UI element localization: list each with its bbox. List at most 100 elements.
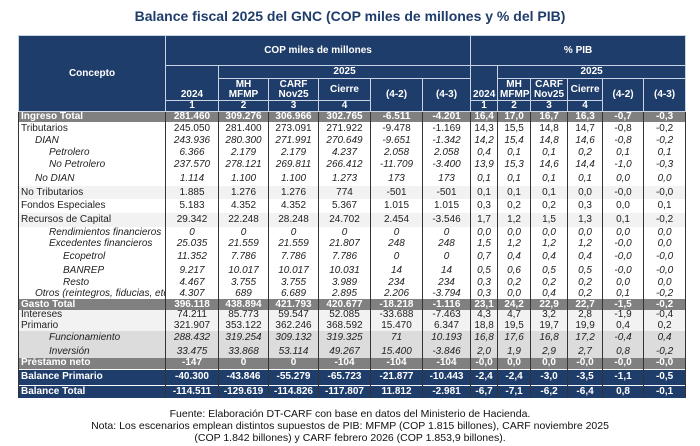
cell-value: 11.352 — [165, 250, 219, 264]
cell-value: 266.412 — [318, 158, 371, 172]
cell-value: 248 — [421, 238, 472, 250]
cell-value: 0,2 — [567, 288, 604, 299]
cell-value: 0 — [421, 227, 472, 238]
cell-value: 0,0 — [497, 227, 532, 238]
cell-value: 278.121 — [218, 158, 269, 172]
cell-value: 0,1 — [497, 186, 532, 199]
cell-value: 14,6 — [530, 158, 569, 172]
cell-value: 0,0 — [470, 227, 499, 238]
table-header: Concepto COP miles de millones % PIB 202… — [18, 35, 687, 112]
cell-value: 16,8 — [470, 331, 499, 345]
cell-value: 17,6 — [497, 331, 532, 345]
header-4-3: (4-3) — [421, 78, 472, 112]
cell-value: 28.248 — [268, 213, 319, 227]
cell-value: 420.677 — [318, 299, 371, 310]
cell-value: -0,0 — [643, 186, 687, 199]
cell-value: -3,5 — [567, 368, 604, 385]
cell-value: 0,2 — [497, 277, 532, 288]
cell-value: 16,3 — [567, 111, 604, 122]
cell-value: 774 — [318, 186, 371, 199]
cell-value: 321.907 — [165, 320, 219, 331]
cell-value: -0,0 — [643, 250, 687, 264]
cell-value: 281.460 — [165, 111, 219, 122]
cell-value: 0 — [268, 227, 319, 238]
cell-value: 4.352 — [268, 199, 319, 213]
cell-value: 0,1 — [643, 147, 687, 158]
cell-value: -0,0 — [567, 358, 604, 369]
cell-value: -501 — [370, 186, 423, 199]
cell-value: -0,7 — [602, 111, 645, 122]
cell-value: -147 — [165, 358, 219, 369]
cell-value: 273.091 — [268, 122, 319, 135]
cell-value: -1,0 — [602, 158, 645, 172]
fiscal-balance-table: Concepto COP miles de millones % PIB 202… — [18, 35, 687, 398]
cell-value: 1,2 — [497, 213, 532, 227]
row-label: Resto — [18, 277, 166, 288]
cell-value: 24,2 — [497, 299, 532, 310]
table-row: Rendimientos financieros 0 0 0 0 0 0 0,0 0,0 0,0 0… — [18, 227, 687, 238]
cell-value: 234 — [370, 277, 423, 288]
cell-value: -104 — [318, 358, 371, 369]
cell-value: 0 — [218, 358, 269, 369]
cell-value: 15,3 — [497, 158, 532, 172]
header-num-1-pib: 1 — [470, 100, 499, 112]
row-label: BANREP — [18, 264, 166, 277]
table-row: Funcionamiento 288.432 319.254 309.132 319.3… — [18, 331, 687, 345]
cell-value: 237.570 — [165, 158, 219, 172]
cell-value: 7.786 — [268, 250, 319, 264]
row-label: Préstamo neto — [18, 358, 166, 369]
cell-value: 14,2 — [470, 135, 499, 147]
cell-value: 2.179 — [268, 147, 319, 158]
row-label: Tributarios — [18, 122, 166, 135]
cell-value: 0,4 — [602, 320, 645, 331]
row-label: No Tributarios — [18, 186, 166, 199]
cell-value: -129.619 — [218, 384, 269, 398]
cell-value: -114.826 — [268, 384, 319, 398]
cell-value: 0,1 — [470, 186, 499, 199]
row-label: Inversión — [18, 345, 166, 358]
cell-value: 1,3 — [567, 213, 604, 227]
cell-value: -0,2 — [643, 288, 687, 299]
table-row: Balance Primario -40.300 -43.846 -55.279 -65… — [18, 368, 687, 385]
cell-value: 0,4 — [470, 147, 499, 158]
header-2024-pib: 2024 — [470, 65, 499, 101]
cell-value: 0,1 — [602, 147, 645, 158]
cell-value: -0,2 — [643, 345, 687, 358]
cell-value: 4.307 — [165, 288, 219, 299]
cell-value: 368.592 — [318, 320, 371, 331]
cell-value: -2,4 — [470, 368, 499, 385]
cell-value: -6,4 — [567, 384, 604, 398]
cell-value: -11.709 — [370, 158, 423, 172]
cell-value: 0,1 — [643, 199, 687, 213]
table-row: Inversión 33.475 33.868 53.114 49.267 15.400-… — [18, 345, 687, 358]
row-label: No DIAN — [18, 172, 166, 186]
table-row: Gasto Total 396.118 438.894 421.793 420.677-… — [18, 299, 687, 310]
header-carf: CARF Nov25 — [268, 78, 319, 101]
row-label: Ingreso Total — [18, 111, 166, 122]
cell-value: 14 — [370, 264, 423, 277]
cell-value: 10.017 — [268, 264, 319, 277]
header-num-2-pib: 2 — [497, 100, 532, 112]
row-label: Rendimientos financieros — [18, 227, 166, 238]
cell-value: 21.559 — [218, 238, 269, 250]
cell-value: 1,5 — [470, 238, 499, 250]
cell-value: -0,4 — [602, 331, 645, 345]
cell-value: 0,1 — [567, 172, 604, 186]
cell-value: -0,4 — [643, 310, 687, 320]
cell-value: 23,1 — [470, 299, 499, 310]
cell-value: -0,1 — [643, 384, 687, 398]
cell-value: 2.895 — [318, 288, 371, 299]
table-title: Balance fiscal 2025 del GNC (COP miles d… — [134, 8, 566, 24]
header-mh-pib: MH MFMP — [497, 78, 532, 101]
cell-value: 16,8 — [530, 331, 569, 345]
cell-value: 0,1 — [470, 172, 499, 186]
cell-value: 173 — [421, 172, 472, 186]
cell-value: 0,1 — [602, 288, 645, 299]
cell-value: 33.475 — [165, 345, 219, 358]
cell-value: -55.279 — [268, 368, 319, 385]
cell-value: 0,4 — [567, 250, 604, 264]
cell-value: -0,0 — [643, 264, 687, 277]
cell-value: -3.546 — [421, 213, 472, 227]
cell-value: 1,5 — [530, 213, 569, 227]
cell-value: 2,0 — [470, 345, 499, 358]
